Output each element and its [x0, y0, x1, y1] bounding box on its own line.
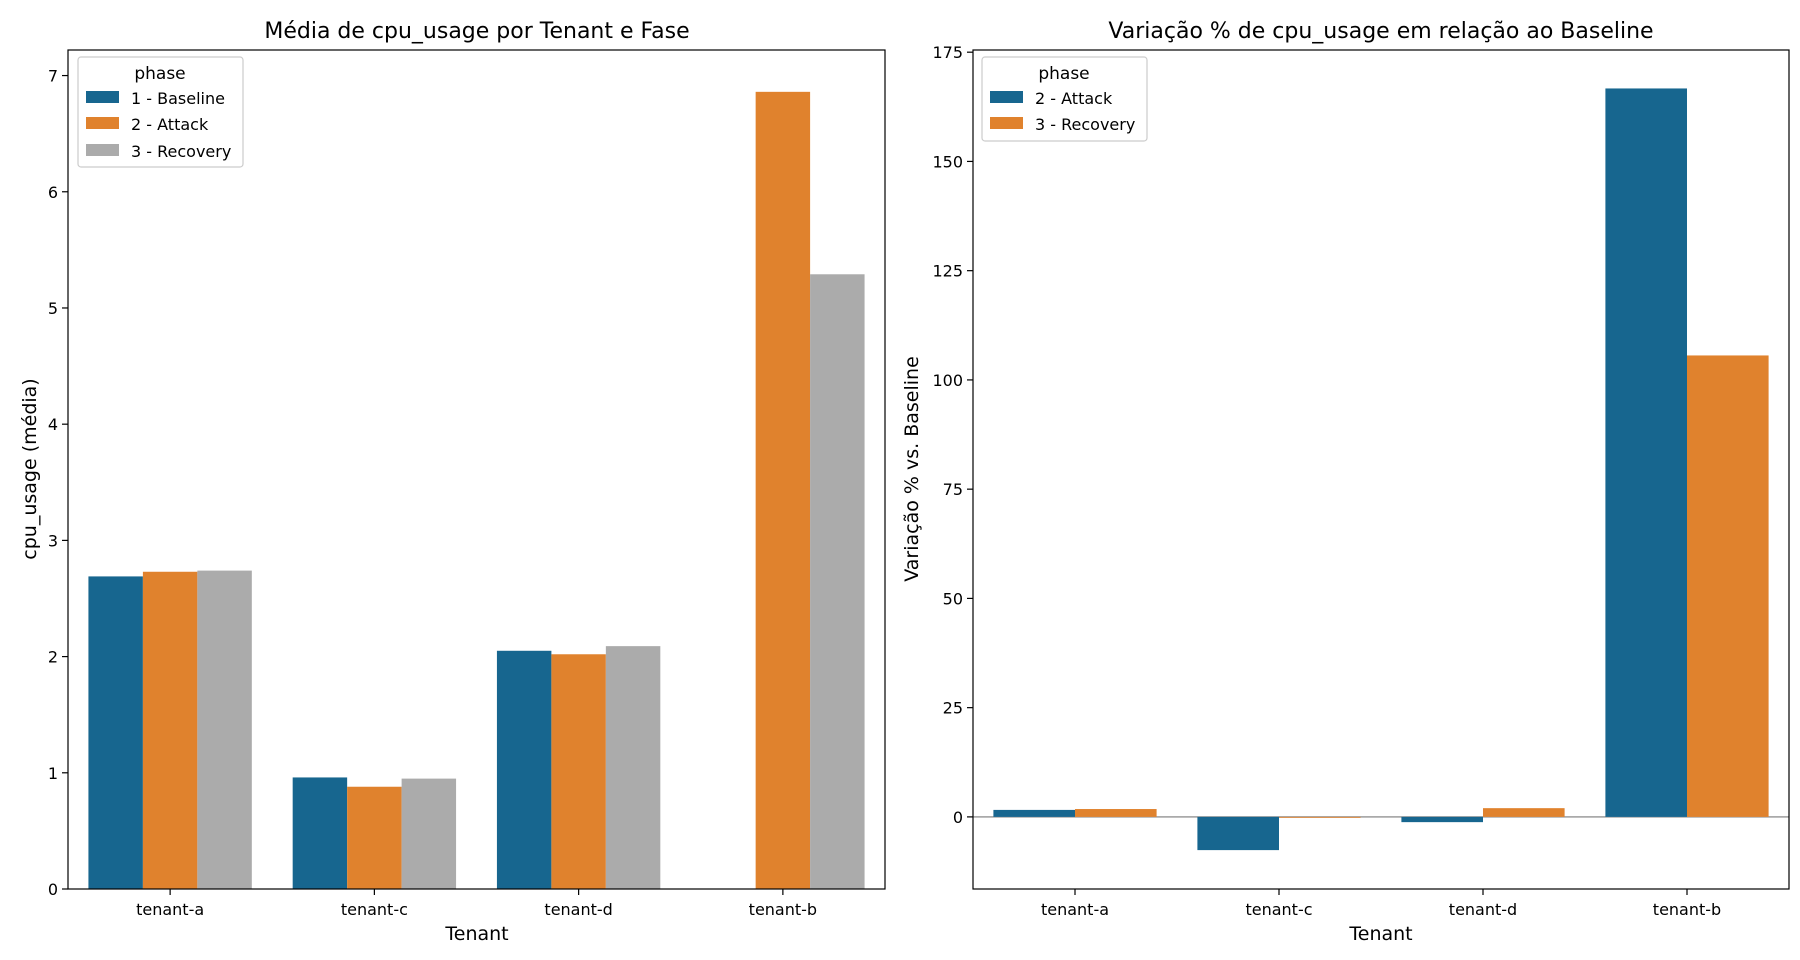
bar-3-recovery-tenant-c — [1279, 816, 1361, 818]
x-tick-label: tenant-a — [136, 900, 204, 919]
bar-3-recovery-tenant-b — [810, 274, 865, 889]
bar-3-recovery-tenant-c — [401, 778, 457, 889]
y-tick-label: 5 — [48, 299, 58, 318]
bar-2-attack-tenant-b — [755, 91, 811, 889]
bar-2-attack-tenant-d — [1401, 816, 1483, 823]
chart-left-y-ticks: 0 1 2 3 4 5 6 7 — [48, 67, 68, 899]
bar-2-attack-tenant-c — [1197, 816, 1279, 851]
x-tick-label: tenant-a — [1041, 900, 1109, 919]
legend-label-recovery: 3 - Recovery — [131, 142, 231, 161]
y-tick-label: 175 — [932, 43, 963, 62]
legend-swatch-recovery — [990, 117, 1023, 129]
legend-frame — [981, 56, 1148, 142]
chart-left-title: Média de cpu_usage por Tenant e Fase — [264, 19, 689, 44]
bar-2-attack-tenant-b — [1605, 88, 1687, 817]
chart-right-title: Variação % de cpu_usage em relação ao Ba… — [1108, 19, 1653, 44]
bar-3-recovery-tenant-a — [1075, 809, 1157, 817]
legend-swatch-baseline — [86, 91, 119, 103]
chart-right-bars — [993, 88, 1769, 851]
bar-3-recovery-tenant-d — [605, 646, 661, 889]
chart-left: Média de cpu_usage por Tenant e Fase 0 1 2… — [19, 19, 886, 945]
y-tick-label: 6 — [48, 183, 58, 202]
bar-2-attack-tenant-c — [347, 786, 402, 889]
bar-2-attack-tenant-a — [993, 809, 1075, 817]
chart-right-y-axis-label: Variação % vs. Baseline — [901, 356, 923, 582]
x-tick-label: tenant-d — [1449, 900, 1517, 919]
y-tick-label: 2 — [48, 648, 58, 667]
bar-3-recovery-tenant-a — [197, 570, 252, 889]
chart-right-legend: phase 2 - Attack 3 - Recovery — [981, 56, 1148, 142]
chart-left-plot-frame — [67, 49, 886, 890]
bar-2-attack-tenant-d — [551, 654, 606, 889]
chart-right-x-ticks: tenant-a tenant-c tenant-d tenant-b — [1041, 889, 1721, 919]
y-tick-label: 100 — [932, 371, 963, 390]
x-tick-label: tenant-c — [1245, 900, 1312, 919]
chart-right-plot-frame — [972, 49, 1790, 890]
legend-label-attack: 2 - Attack — [1035, 89, 1113, 108]
y-tick-label: 150 — [932, 152, 963, 171]
chart-right-x-axis-label: Tenant — [1348, 923, 1412, 945]
y-tick-label: 50 — [943, 589, 963, 608]
legend-swatch-attack — [990, 91, 1023, 103]
legend-label-baseline: 1 - Baseline — [131, 89, 225, 108]
bar-3-recovery-tenant-d — [1483, 808, 1565, 817]
y-tick-label: 4 — [48, 415, 58, 434]
chart-left-bars — [88, 91, 865, 889]
legend-frame — [77, 56, 244, 168]
legend-swatch-recovery — [86, 144, 119, 156]
legend-swatch-attack — [86, 117, 119, 129]
x-tick-label: tenant-b — [749, 900, 817, 919]
legend-label-attack: 2 - Attack — [131, 115, 209, 134]
chart-left-y-axis-label: cpu_usage (média) — [19, 378, 41, 559]
bar-1-baseline-tenant-c — [292, 777, 348, 889]
chart-left-legend: phase 1 - Baseline 2 - Attack 3 - Recove… — [77, 56, 244, 168]
x-tick-label: tenant-b — [1653, 900, 1721, 919]
y-tick-label: 7 — [48, 67, 58, 86]
chart-left-x-axis-label: Tenant — [444, 923, 508, 945]
bar-1-baseline-tenant-a — [88, 576, 143, 889]
y-tick-label: 1 — [48, 764, 58, 783]
chart-right-y-ticks: 0 25 50 75 100 125 150 175 — [932, 43, 973, 827]
legend-label-recovery: 3 - Recovery — [1035, 115, 1135, 134]
y-tick-label: 3 — [48, 531, 58, 550]
y-tick-label: 125 — [932, 262, 963, 281]
x-tick-label: tenant-c — [341, 900, 408, 919]
bar-3-recovery-tenant-b — [1687, 355, 1769, 817]
bar-2-attack-tenant-a — [142, 571, 198, 889]
y-tick-label: 0 — [953, 808, 963, 827]
legend-title: phase — [134, 64, 185, 84]
y-tick-label: 75 — [943, 480, 963, 499]
chart-left-x-ticks: tenant-a tenant-c tenant-d tenant-b — [136, 889, 817, 919]
y-tick-label: 25 — [943, 699, 963, 718]
bar-1-baseline-tenant-d — [496, 650, 552, 889]
legend-title: phase — [1038, 64, 1089, 84]
y-tick-label: 0 — [48, 880, 58, 899]
x-tick-label: tenant-d — [544, 900, 612, 919]
chart-right: Variação % de cpu_usage em relação ao Ba… — [901, 19, 1790, 945]
